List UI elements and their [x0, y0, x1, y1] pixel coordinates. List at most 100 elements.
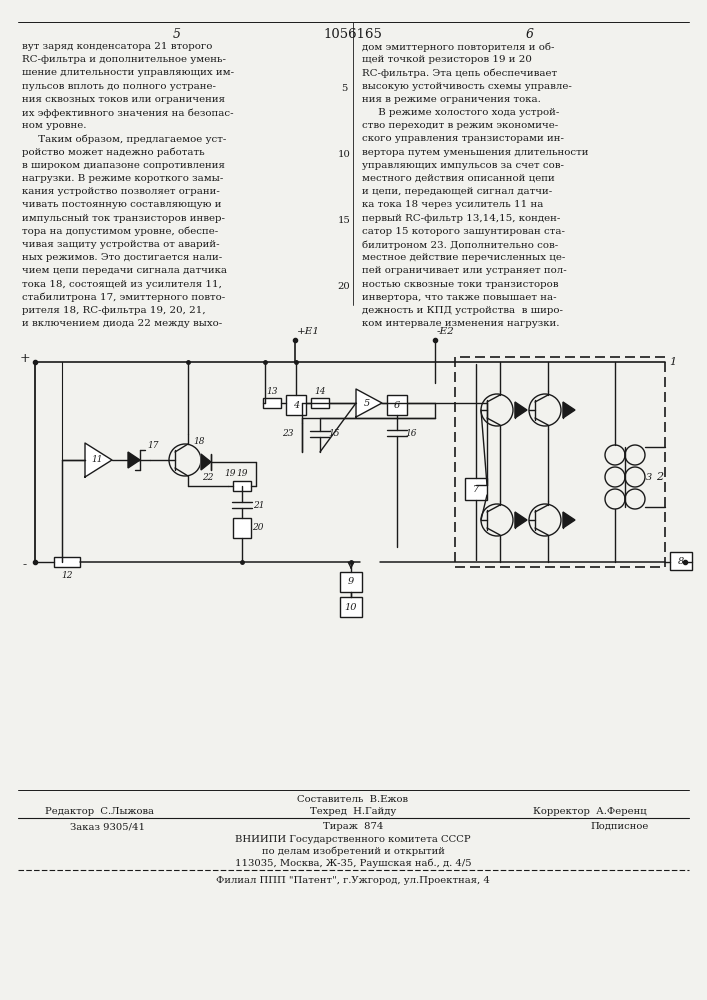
Text: нагрузки. В режиме короткого замы-: нагрузки. В режиме короткого замы- — [22, 174, 223, 183]
Text: ройство может надежно работать: ройство может надежно работать — [22, 148, 204, 157]
Text: +E1: +E1 — [297, 328, 320, 336]
Text: билитроном 23. Дополнительно сов-: билитроном 23. Дополнительно сов- — [362, 240, 559, 249]
Text: 6: 6 — [526, 28, 534, 41]
Text: Таким образом, предлагаемое уст-: Таким образом, предлагаемое уст- — [22, 134, 226, 144]
Text: дежность и КПД устройства  в широ-: дежность и КПД устройства в широ- — [362, 306, 563, 315]
Text: по делам изобретений и открытий: по делам изобретений и открытий — [262, 847, 445, 856]
Text: Тираж  874: Тираж 874 — [323, 822, 383, 831]
Text: высокую устойчивость схемы управле-: высокую устойчивость схемы управле- — [362, 82, 572, 91]
Bar — [387, 395, 407, 415]
Text: ностью сквозные токи транзисторов: ностью сквозные токи транзисторов — [362, 280, 559, 289]
Text: чивать постоянную составляющую и: чивать постоянную составляющую и — [22, 200, 221, 209]
Text: тока 18, состоящей из усилителя 11,: тока 18, состоящей из усилителя 11, — [22, 280, 222, 289]
Text: 6: 6 — [394, 400, 400, 410]
Text: ном уровне.: ном уровне. — [22, 121, 86, 130]
Text: RC-фильтра. Эта цепь обеспечивает: RC-фильтра. Эта цепь обеспечивает — [362, 68, 557, 78]
Text: 7: 7 — [473, 485, 479, 493]
Bar — [670, 552, 692, 570]
Text: 15: 15 — [328, 430, 340, 438]
Text: импульсный ток транзисторов инвер-: импульсный ток транзисторов инвер- — [22, 214, 225, 223]
Text: 13: 13 — [267, 386, 278, 395]
Text: и цепи, передающей сигнал датчи-: и цепи, передающей сигнал датчи- — [362, 187, 552, 196]
Text: 12: 12 — [62, 572, 73, 580]
Polygon shape — [128, 452, 140, 468]
Text: стабилитрона 17, эмиттерного повто-: стабилитрона 17, эмиттерного повто- — [22, 293, 226, 302]
Text: чивая защиту устройства от аварий-: чивая защиту устройства от аварий- — [22, 240, 220, 249]
Text: сатор 15 которого зашунтирован ста-: сатор 15 которого зашунтирован ста- — [362, 227, 565, 236]
Text: 19: 19 — [236, 470, 247, 479]
Text: -E2: -E2 — [437, 328, 455, 336]
Text: 1056165: 1056165 — [324, 28, 382, 41]
Text: 20: 20 — [252, 524, 264, 532]
Text: тора на допустимом уровне, обеспе-: тора на допустимом уровне, обеспе- — [22, 227, 218, 236]
Text: 9: 9 — [348, 578, 354, 586]
Text: 15: 15 — [337, 216, 351, 225]
Text: вут заряд конденсатора 21 второго: вут заряд конденсатора 21 второго — [22, 42, 212, 51]
Text: шение длительности управляющих им-: шение длительности управляющих им- — [22, 68, 234, 77]
Polygon shape — [515, 512, 527, 528]
Text: 21: 21 — [253, 500, 264, 510]
Text: пульсов вплоть до полного устране-: пульсов вплоть до полного устране- — [22, 82, 216, 91]
Text: ком интервале изменения нагрузки.: ком интервале изменения нагрузки. — [362, 319, 559, 328]
Bar — [54, 557, 80, 567]
Bar — [340, 597, 362, 617]
Text: Филиал ППП "Патент", г.Ужгород, ул.Проектная, 4: Филиал ППП "Патент", г.Ужгород, ул.Проек… — [216, 876, 490, 885]
Text: кания устройство позволяет ограни-: кания устройство позволяет ограни- — [22, 187, 220, 196]
Text: чием цепи передачи сигнала датчика: чием цепи передачи сигнала датчика — [22, 266, 227, 275]
Text: 10: 10 — [337, 150, 351, 159]
Text: 113035, Москва, Ж-35, Раушская наб., д. 4/5: 113035, Москва, Ж-35, Раушская наб., д. … — [235, 859, 472, 868]
Text: 5: 5 — [364, 398, 370, 408]
Bar — [263, 398, 281, 408]
Text: Корректор  А.Ференц: Корректор А.Ференц — [533, 807, 647, 816]
Text: В режиме холостого хода устрой-: В режиме холостого хода устрой- — [362, 108, 559, 117]
Text: 1: 1 — [670, 357, 677, 367]
Text: 8: 8 — [678, 556, 684, 566]
Text: местного действия описанной цепи: местного действия описанной цепи — [362, 174, 555, 183]
Bar — [286, 395, 306, 415]
Text: 16: 16 — [405, 428, 416, 438]
Text: 19: 19 — [224, 470, 235, 479]
Polygon shape — [201, 454, 211, 470]
Text: 5: 5 — [173, 28, 181, 41]
Text: -: - — [23, 558, 27, 572]
Text: и включением диода 22 между выхо-: и включением диода 22 между выхо- — [22, 319, 222, 328]
Text: ВНИИПИ Государственного комитета СССР: ВНИИПИ Государственного комитета СССР — [235, 835, 471, 844]
Text: местное действие перечисленных це-: местное действие перечисленных це- — [362, 253, 566, 262]
Text: 17: 17 — [147, 442, 159, 450]
Text: дом эмиттерного повторителя и об-: дом эмиттерного повторителя и об- — [362, 42, 554, 51]
Text: 10: 10 — [345, 602, 357, 611]
Bar — [233, 481, 251, 491]
Text: их эффективного значения на безопас-: их эффективного значения на безопас- — [22, 108, 233, 117]
Bar — [455, 357, 665, 567]
Text: Подписное: Подписное — [590, 822, 648, 831]
Text: 22: 22 — [202, 473, 214, 482]
Text: 11: 11 — [91, 456, 103, 464]
Text: ния в режиме ограничения тока.: ния в режиме ограничения тока. — [362, 95, 541, 104]
Text: ных режимов. Это достигается нали-: ных режимов. Это достигается нали- — [22, 253, 222, 262]
Text: рителя 18, RC-фильтра 19, 20, 21,: рителя 18, RC-фильтра 19, 20, 21, — [22, 306, 206, 315]
Polygon shape — [563, 402, 575, 418]
Bar — [465, 478, 487, 500]
Text: Составитель  В.Ежов: Составитель В.Ежов — [298, 795, 409, 804]
Text: пей ограничивает или устраняет пол-: пей ограничивает или устраняет пол- — [362, 266, 567, 275]
Text: ство переходит в режим экономиче-: ство переходит в режим экономиче- — [362, 121, 559, 130]
Bar — [233, 518, 251, 538]
Text: RC-фильтра и дополнительное умень-: RC-фильтра и дополнительное умень- — [22, 55, 226, 64]
Text: ния сквозных токов или ограничения: ния сквозных токов или ограничения — [22, 95, 225, 104]
Text: вертора путем уменьшения длительности: вертора путем уменьшения длительности — [362, 148, 588, 157]
Polygon shape — [515, 402, 527, 418]
Polygon shape — [85, 443, 112, 477]
Polygon shape — [356, 389, 382, 417]
Text: 18: 18 — [193, 438, 205, 446]
Text: 4: 4 — [293, 400, 299, 410]
Text: 3: 3 — [646, 473, 652, 482]
Text: +: + — [20, 353, 30, 365]
Text: в широком диапазоне сопротивления: в широком диапазоне сопротивления — [22, 161, 225, 170]
Text: инвертора, что также повышает на-: инвертора, что также повышает на- — [362, 293, 556, 302]
Bar — [340, 572, 362, 592]
Text: первый RC-фильтр 13,14,15, конден-: первый RC-фильтр 13,14,15, конден- — [362, 214, 561, 223]
Text: 5: 5 — [341, 84, 347, 93]
Polygon shape — [201, 454, 211, 470]
Text: 20: 20 — [338, 282, 351, 291]
Polygon shape — [563, 512, 575, 528]
